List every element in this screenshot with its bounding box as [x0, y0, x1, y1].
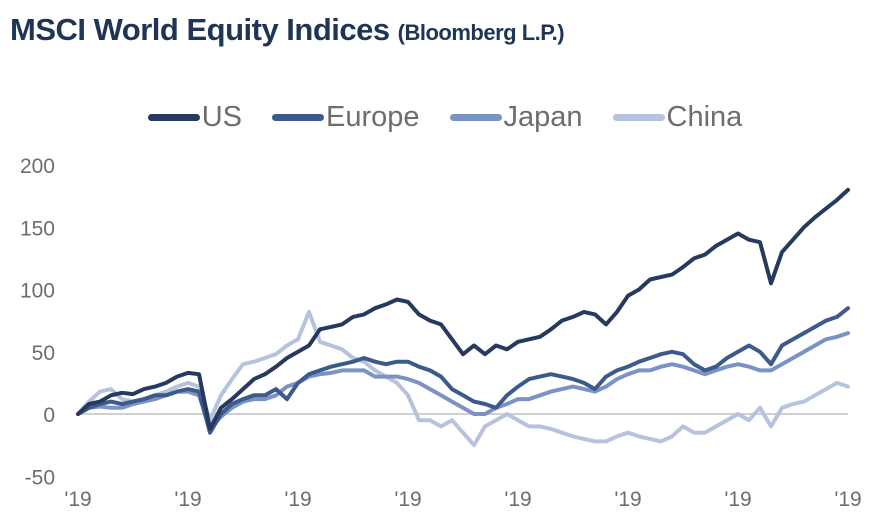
x-tick-label: '19 — [64, 488, 91, 511]
source-text: (Bloomberg L.P.) — [397, 20, 565, 45]
x-tick-label: '19 — [174, 488, 201, 511]
y-tick-label: -50 — [25, 466, 55, 489]
y-tick-label: 50 — [32, 342, 55, 365]
legend-label-us: US — [201, 101, 242, 133]
x-tick-label: '19 — [724, 488, 751, 511]
legend-item-europe: Europe — [271, 101, 420, 134]
y-tick-label: 150 — [20, 217, 55, 240]
legend-label-europe: Europe — [325, 101, 420, 133]
series-line-china — [76, 309, 850, 448]
legend-swatch-europe — [271, 114, 324, 121]
legend-swatch-china — [612, 114, 665, 121]
series-line-us — [76, 187, 850, 431]
legend-label-japan: Japan — [503, 101, 583, 133]
x-tick-label: '19 — [394, 488, 421, 511]
y-tick-label: 100 — [20, 280, 55, 303]
y-tick-label: 200 — [20, 155, 55, 178]
legend-swatch-japan — [449, 114, 502, 121]
x-tick-label: '19 — [834, 488, 861, 511]
legend-item-japan: Japan — [449, 101, 583, 134]
legend-item-china: China — [612, 101, 743, 134]
x-tick-label: '19 — [504, 488, 531, 511]
legend: US Europe Japan China — [0, 101, 880, 134]
legend-item-us: US — [147, 101, 242, 134]
legend-swatch-us — [147, 114, 200, 121]
title-text: MSCI World Equity Indices — [10, 12, 390, 47]
legend-label-china: China — [666, 101, 743, 133]
x-tick-label: '19 — [614, 488, 641, 511]
x-tick-label: '19 — [284, 488, 311, 511]
y-tick-label: 0 — [43, 404, 55, 427]
chart-title: MSCI World Equity Indices (Bloomberg L.P.… — [10, 12, 565, 48]
